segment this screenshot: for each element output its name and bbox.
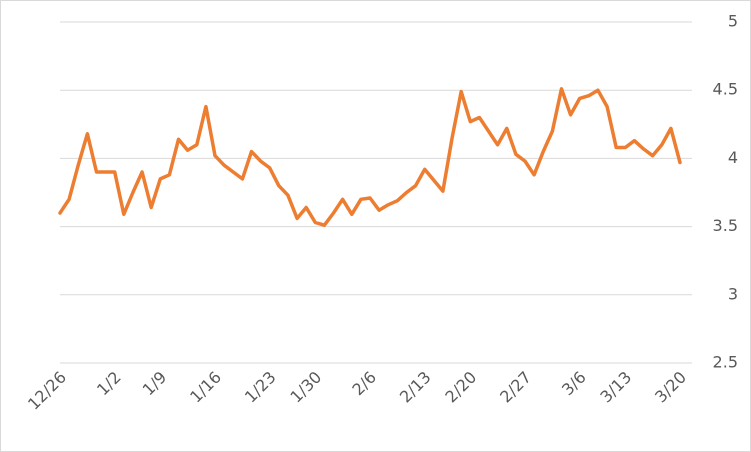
y-tick-label: 4	[728, 148, 738, 167]
y-tick-label: 3	[728, 284, 738, 303]
data-line	[58, 87, 682, 227]
y-tick-label: 3.5	[713, 216, 738, 235]
y-tick-label: 2.5	[713, 353, 738, 372]
y-tick-label: 5	[728, 12, 738, 31]
y-tick-label: 4.5	[713, 80, 738, 99]
